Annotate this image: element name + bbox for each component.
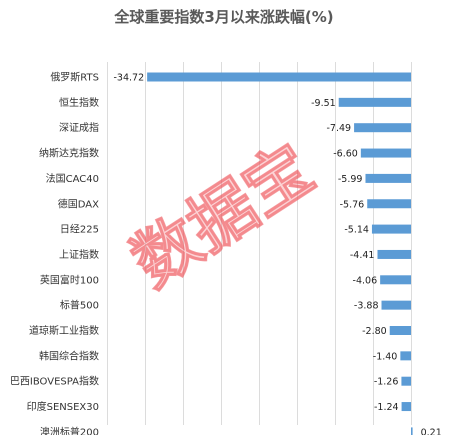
category-label: 巴西IBOVESPA指数 (10, 375, 99, 388)
value-label: -34.72 (114, 73, 145, 84)
category-label: 英国富时100 (40, 273, 99, 286)
value-label: -1.40 (373, 351, 398, 362)
value-label: -7.49 (326, 123, 351, 134)
value-label: -5.76 (340, 199, 365, 210)
bar (389, 326, 411, 335)
value-labels: -34.72 -9.51 -7.49 -6.60 -5.99 -5.76 -5.14 -4.4… (114, 73, 442, 435)
bar (400, 351, 411, 361)
category-label: 德国DAX (58, 197, 99, 210)
category-label: 纳斯达克指数 (39, 147, 99, 160)
category-label: 俄罗斯RTS (50, 71, 99, 84)
category-label: 上证指数 (59, 248, 99, 261)
bars (147, 72, 413, 435)
gridlines (107, 62, 412, 425)
value-label: 0.21 (421, 427, 442, 435)
category-label: 恒生指数 (59, 96, 99, 109)
value-label: -2.80 (362, 326, 387, 337)
value-label: -1.26 (374, 377, 399, 388)
watermark-text: 数据宝 (119, 130, 327, 302)
value-label: -4.41 (350, 250, 375, 261)
value-label: -3.88 (354, 301, 379, 312)
category-label: 法国CAC40 (46, 172, 99, 185)
category-label: 深证成指 (59, 121, 99, 134)
value-label: -5.14 (344, 225, 369, 236)
value-label: -1.24 (374, 402, 399, 413)
bar (360, 148, 411, 158)
value-label: -9.51 (311, 98, 336, 109)
bar (380, 275, 411, 285)
bar (377, 249, 411, 259)
bar (365, 173, 411, 183)
value-label: -6.60 (333, 149, 358, 160)
bar (401, 402, 411, 412)
bar (147, 72, 411, 82)
value-label: -4.06 (353, 275, 378, 286)
category-label: 澳洲标普200 (40, 425, 99, 435)
value-label: -5.99 (338, 174, 363, 185)
bar (338, 97, 411, 107)
bar (381, 300, 411, 310)
bar (367, 199, 411, 209)
category-label: 韩国综合指数 (39, 349, 99, 362)
category-label: 道琼斯工业指数 (29, 324, 99, 337)
bar (371, 224, 411, 234)
bar (401, 376, 411, 386)
bar (411, 427, 413, 435)
chart-title: 全球重要指数3月以来涨跌幅(%) (113, 8, 333, 26)
category-label: 日经225 (60, 223, 99, 236)
category-label: 标普500 (60, 299, 99, 312)
bar (354, 123, 411, 133)
category-label: 印度SENSEX30 (27, 400, 99, 413)
